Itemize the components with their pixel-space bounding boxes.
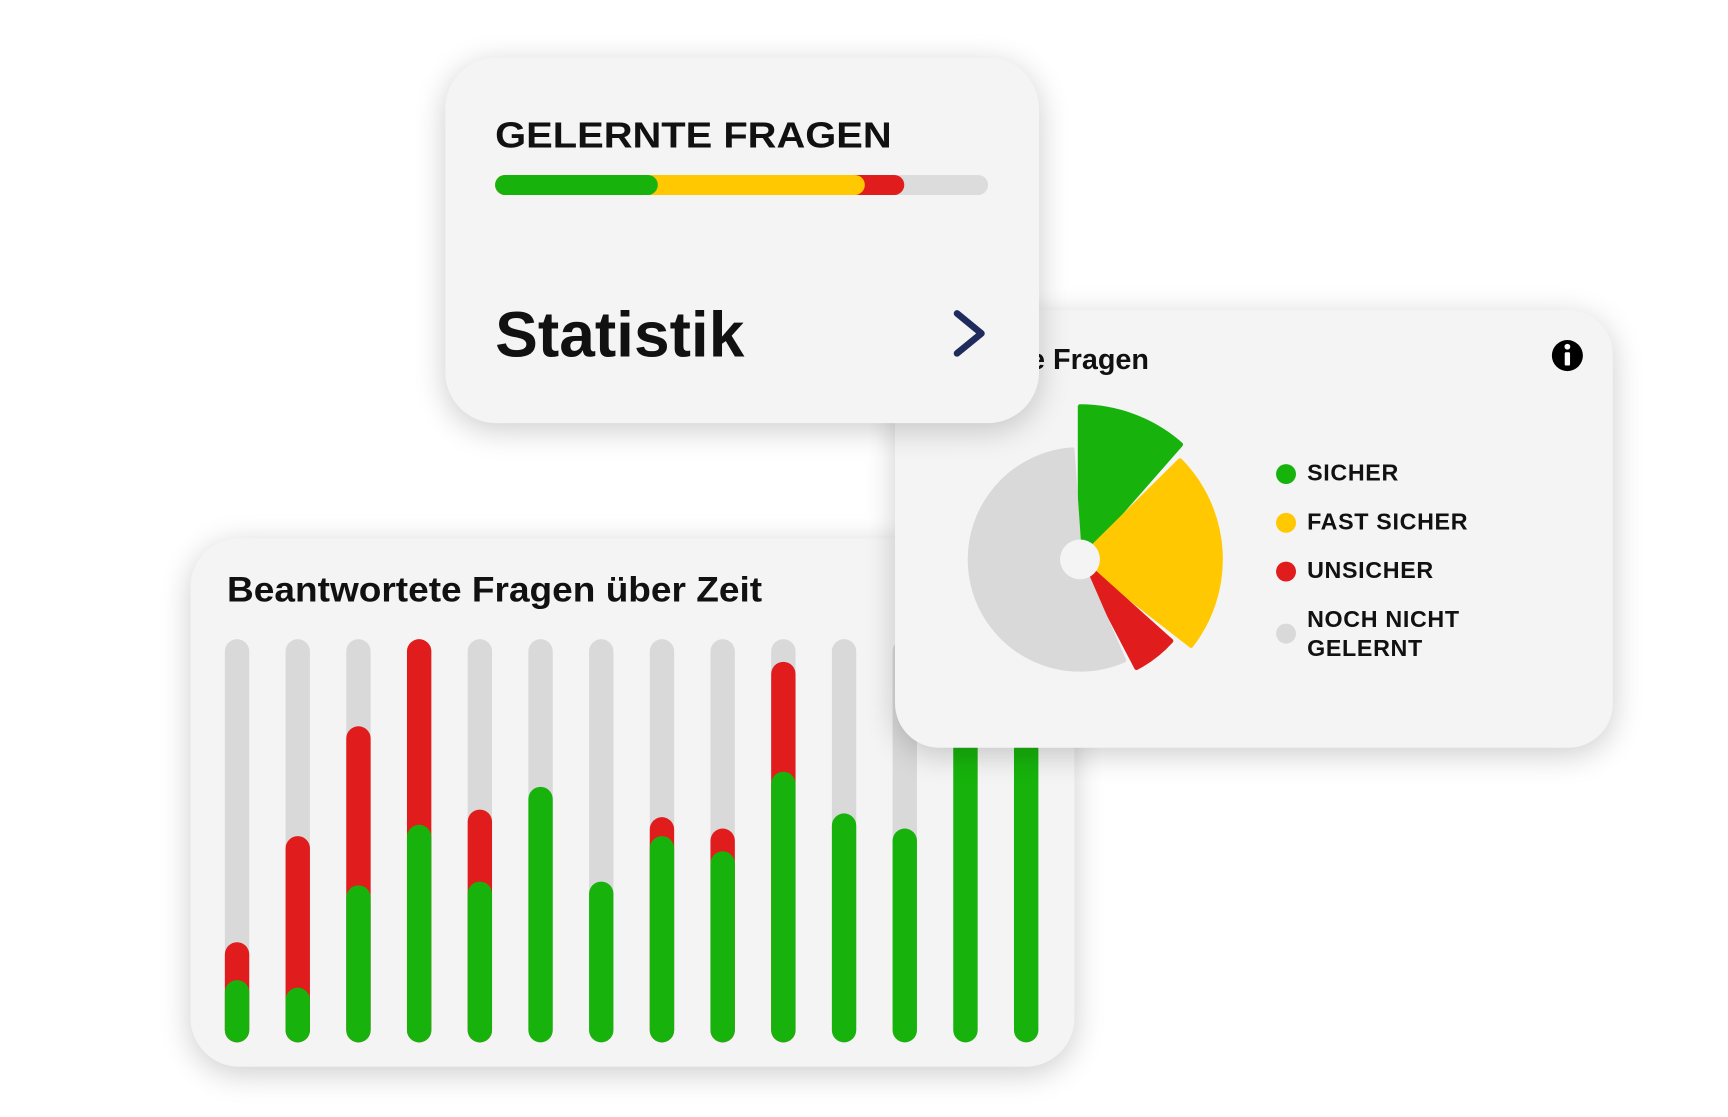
bar-segment (406, 824, 432, 1043)
bar-segment (285, 987, 310, 1043)
bar-segment (1013, 737, 1039, 1043)
legend-label: FAST SICHER (1307, 509, 1469, 536)
bar-segment (467, 881, 493, 1043)
pie-hole (1060, 539, 1100, 580)
progress-segment (495, 175, 658, 195)
summary-card[interactable]: GELERNTE FRAGEN Statistik (445, 57, 1040, 424)
bar-segment (224, 980, 250, 1043)
bar-segment (953, 714, 978, 1043)
pie-chart: e Fragen SICHER FAST SICHER UNSICHER NOCH N… (967, 340, 1583, 672)
bar-track (224, 639, 250, 1043)
bar-title: Beantwortete Fragen über Zeit (227, 569, 762, 609)
legend-item: SICHER (1307, 460, 1399, 487)
info-icon[interactable] (1551, 340, 1583, 372)
progress-title: GELERNTE FRAGEN (495, 114, 892, 155)
bar-segment (346, 885, 371, 1043)
legend-item: FAST SICHER (1307, 509, 1469, 536)
legend-label: UNSICHER (1307, 558, 1434, 584)
legend-dot (1276, 512, 1296, 533)
legend-label: SICHER (1307, 460, 1399, 487)
legend-item: UNSICHER (1307, 558, 1434, 584)
bar-segment (892, 828, 917, 1043)
bar-segment (831, 813, 857, 1043)
legend-label: NOCH NICHT GELERNT (1307, 607, 1460, 662)
bar-segment (710, 851, 735, 1043)
legend-dot (1276, 623, 1296, 644)
bar-segment (649, 836, 675, 1043)
progress-chart: GELERNTE FRAGEN Statistik (495, 114, 989, 371)
chevron[interactable] (953, 310, 985, 357)
pie-title: e Fragen (1029, 344, 1149, 376)
legend-dot (1276, 561, 1296, 582)
legend-dot (1276, 464, 1296, 485)
legend-item: NOCH NICHT GELERNT (1307, 607, 1460, 662)
link-label[interactable]: Statistik (495, 299, 744, 371)
bar-segment (528, 786, 553, 1043)
bar-segment (771, 771, 796, 1043)
bar-segment (589, 881, 614, 1043)
